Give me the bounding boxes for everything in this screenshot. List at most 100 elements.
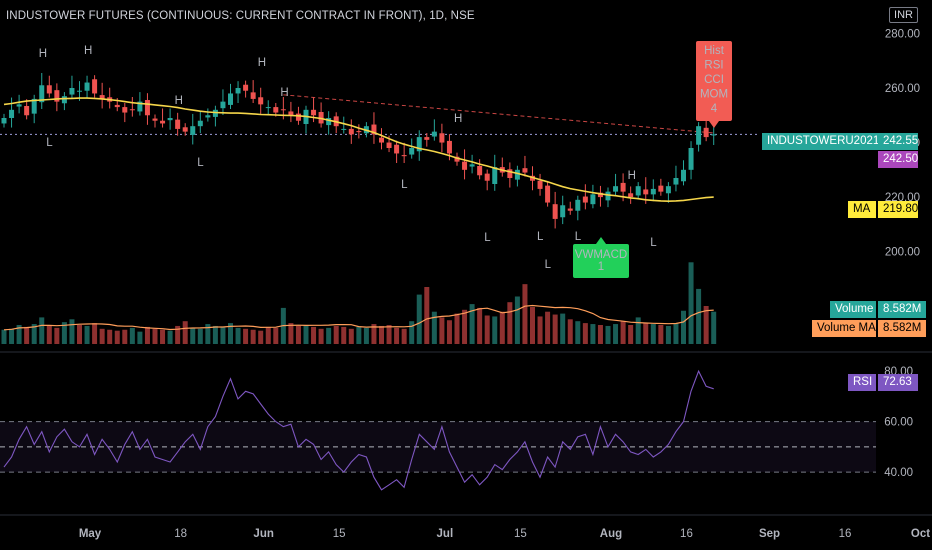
time-tick-label: 16 — [680, 528, 693, 540]
volume-bar — [643, 323, 649, 344]
volume-bar — [235, 327, 241, 344]
candle-body — [522, 168, 528, 173]
volume-bar — [137, 331, 143, 344]
pivot-high-label: H — [175, 95, 183, 107]
price2-tag: 242.50 — [878, 151, 918, 168]
volume-bar — [341, 326, 347, 344]
candle-body — [182, 127, 188, 132]
volume-value: 8.582M — [878, 301, 926, 318]
candle-body — [311, 109, 317, 116]
candle-body — [92, 79, 98, 94]
pivot-low-label: L — [46, 137, 53, 149]
volume-bar — [326, 327, 332, 344]
time-tick-label: May — [79, 528, 102, 540]
volume-bar — [696, 288, 702, 344]
vwmacd-callout-pointer — [596, 237, 606, 244]
volume-bar — [514, 296, 520, 344]
candle-body — [356, 131, 362, 133]
volume-bar — [303, 325, 309, 344]
volume-bar — [560, 313, 566, 344]
time-tick-label: 16 — [839, 528, 852, 540]
candle-body — [681, 169, 686, 182]
candle-body — [469, 164, 475, 167]
pivot-high-label: H — [258, 57, 266, 69]
pivot-high-label: H — [39, 48, 47, 60]
candle-body — [492, 167, 498, 184]
price-tick-label: 200.00 — [885, 247, 920, 259]
volume-bar — [401, 328, 407, 344]
candle-body — [628, 193, 634, 198]
candle-body — [9, 109, 15, 118]
candle-body — [560, 205, 566, 218]
volume-bar — [152, 328, 158, 344]
candle-body — [160, 120, 166, 124]
candle-body — [197, 120, 203, 127]
chart-title: INDUSTOWER FUTURES (CONTINUOUS: CURRENT … — [6, 10, 475, 22]
candle-body — [114, 104, 120, 108]
pivot-low-label: L — [537, 231, 544, 243]
candle-body — [265, 107, 271, 109]
candle-body — [597, 192, 603, 198]
candle-body — [54, 90, 60, 102]
volume-ma-label: Volume MA — [812, 320, 876, 337]
candle-body — [688, 148, 694, 170]
time-tick-label: 18 — [174, 528, 187, 540]
volume-bar — [552, 314, 558, 344]
candle-body — [439, 133, 445, 143]
volume-bar — [484, 315, 490, 344]
volume-bar — [567, 319, 573, 344]
volume-bar — [371, 324, 377, 344]
volume-bar — [84, 325, 90, 344]
candle-body — [552, 204, 558, 219]
symbol-tag: INDUSTOWERU2021 — [762, 133, 885, 150]
volume-bar — [160, 329, 166, 344]
candle-body — [175, 119, 181, 129]
candle-body — [446, 140, 452, 154]
volume-bar — [348, 328, 354, 344]
rsi-tick-label: 40.00 — [884, 467, 913, 479]
pivot-high-label: H — [280, 87, 288, 99]
volume-bar — [681, 310, 686, 344]
volume-bar — [605, 325, 611, 344]
candle-body — [167, 118, 173, 121]
pivot-low-label: L — [575, 231, 582, 243]
rsi-value: 72.63 — [878, 374, 918, 391]
candle-body — [514, 169, 520, 180]
volume-bar — [99, 328, 105, 344]
price-tick-label: 280.00 — [885, 28, 920, 40]
candle-body — [582, 196, 588, 203]
time-tick-label: Sep — [759, 528, 780, 540]
volume-bar — [575, 321, 581, 344]
volume-bar — [673, 323, 679, 344]
volume-bar — [69, 319, 75, 344]
time-tick-label: 15 — [333, 528, 346, 540]
pivot-low-label: L — [401, 179, 408, 191]
volume-bar — [658, 325, 664, 344]
volume-bar — [394, 327, 400, 344]
candle-body — [545, 185, 551, 203]
volume-bar — [197, 328, 203, 344]
signal-callout-text: RSI — [704, 60, 723, 72]
volume-bar — [356, 326, 362, 344]
candle-body — [643, 189, 649, 195]
candle-body — [69, 88, 75, 95]
vwmacd-callout — [573, 244, 629, 278]
ma-value: 219.80 — [878, 201, 918, 218]
currency-badge[interactable]: INR — [889, 7, 918, 23]
candle-body — [280, 109, 286, 111]
volume-bar — [77, 325, 82, 344]
rsi-tick-label: 60.00 — [884, 417, 913, 429]
volume-bar — [424, 287, 430, 344]
candle-body — [1, 118, 7, 124]
candle-body — [288, 111, 294, 116]
volume-bar — [409, 321, 415, 344]
volume-bar — [31, 324, 37, 344]
candle-body — [99, 95, 105, 99]
candle-body — [409, 148, 415, 155]
candle-body — [665, 186, 671, 194]
volume-bar — [205, 324, 211, 344]
candle-body — [477, 166, 483, 176]
candle-body — [658, 185, 664, 192]
candle-body — [129, 109, 135, 111]
